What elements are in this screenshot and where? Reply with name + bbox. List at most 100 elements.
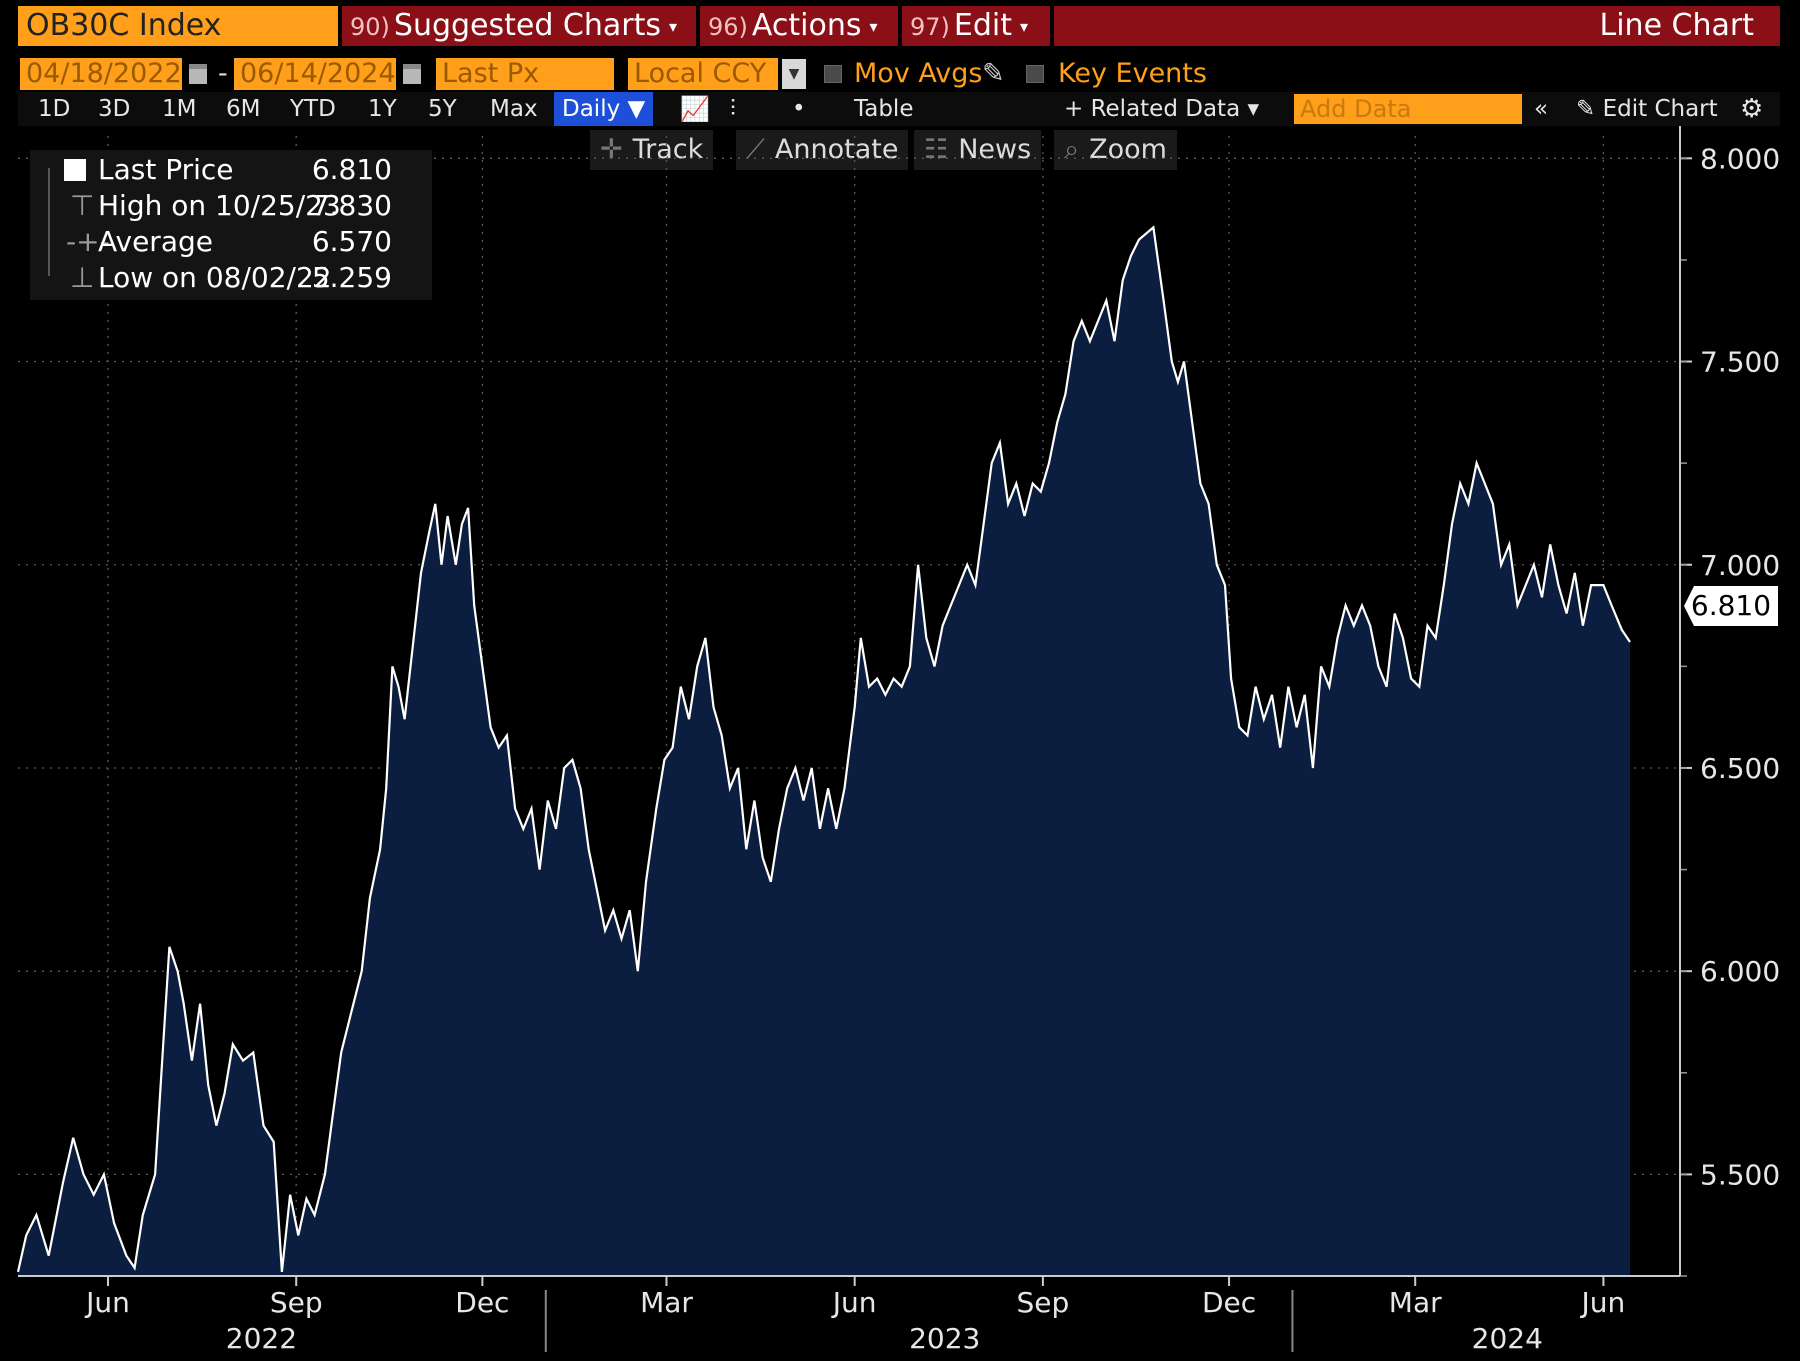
legend-high: ⊤ High on 10/25/23 7.830 (0, 189, 402, 223)
menu-label: Actions (751, 8, 862, 43)
key-events-label[interactable]: Key Events (1058, 58, 1207, 89)
chart-type-label: Line Chart (1599, 8, 1755, 43)
caret-down-icon: ▾ (669, 16, 678, 36)
x-tick-label: Dec (1202, 1286, 1256, 1319)
pencil-icon[interactable]: ✎ (982, 58, 1005, 89)
y-tick-label: 7.500 (1700, 346, 1780, 379)
actions-menu[interactable]: 96) Actions ▾ (708, 6, 878, 46)
white-swatch-icon (64, 159, 86, 181)
frequency-selector[interactable]: Daily ▼ (554, 92, 654, 126)
legend-value: 7.830 (311, 189, 392, 222)
legend-value: 6.810 (311, 153, 392, 186)
date-range-dash: - (218, 58, 228, 89)
period-1d[interactable]: 1D (38, 96, 71, 122)
mov-avgs-checkbox[interactable] (824, 65, 842, 83)
date-range-bar: 04/18/2022 - 06/14/2024 Last Px Local CC… (0, 58, 1800, 90)
end-date-field[interactable]: 06/14/2024 (234, 58, 396, 90)
period-3d[interactable]: 3D (98, 96, 131, 122)
x-tick-label: Mar (1389, 1286, 1442, 1319)
calendar-icon[interactable] (403, 64, 421, 84)
y-tick-label: 6.000 (1700, 955, 1780, 988)
y-tick-label: 8.000 (1700, 142, 1780, 175)
high-marker-icon: ⊤ (70, 189, 95, 222)
gear-icon[interactable]: ⚙ (1740, 94, 1764, 124)
period-ytd[interactable]: YTD (290, 96, 336, 122)
annotate-icon: ⟋ (746, 134, 765, 165)
track-label: Track (632, 134, 704, 165)
dot-menu-icon[interactable]: • (792, 96, 806, 122)
chart-axes: 5.500 6.000 6.500 7.000 7.500 8.000 Jun Sep Dec M… (18, 126, 1780, 1355)
annotate-button[interactable]: ⟋ Annotate (736, 130, 909, 170)
add-data-input[interactable]: Add Data (1294, 94, 1522, 124)
chevron-down-icon: ▼ (627, 96, 646, 122)
x-tick-label: Jun (831, 1286, 877, 1319)
y-tick-label: 5.500 (1700, 1158, 1780, 1191)
legend-value: 6.570 (311, 225, 392, 258)
collapse-icon[interactable]: « (1534, 96, 1549, 122)
annotate-label: Annotate (774, 134, 899, 165)
last-price-tag: 6.810 (1684, 586, 1778, 626)
x-tick-label: Sep (270, 1286, 323, 1319)
menu-number: 96) (708, 13, 748, 41)
x-tick-label: Jun (1580, 1286, 1626, 1319)
x-tick-label: Dec (455, 1286, 509, 1319)
x-tick-label: Jun (84, 1286, 130, 1319)
legend-label: High on 10/25/23 (98, 189, 341, 222)
mov-avgs-label[interactable]: Mov Avgs (854, 58, 983, 89)
edit-chart-button[interactable]: ✎ Edit Chart (1576, 92, 1718, 126)
legend-value: 5.259 (311, 261, 392, 294)
calendar-icon[interactable] (189, 64, 207, 84)
key-events-checkbox[interactable] (1026, 65, 1044, 83)
news-label: News (958, 134, 1032, 165)
menu-number: 97) (910, 13, 950, 41)
legend-label: Average (98, 225, 213, 258)
menu-separator (1050, 6, 1054, 46)
security-ticker-field[interactable]: OB30C Index (18, 6, 338, 46)
chevron-down-icon[interactable]: ▼ (782, 59, 806, 89)
currency-selector[interactable]: Local CCY (628, 58, 778, 90)
x-year-label: 2023 (909, 1322, 980, 1355)
pencil-icon: ✎ (1576, 96, 1596, 122)
caret-down-icon: ▾ (1247, 96, 1260, 122)
period-6m[interactable]: 6M (226, 96, 261, 122)
news-button[interactable]: ☷ News (914, 130, 1042, 170)
y-tick-label: 6.500 (1700, 752, 1780, 785)
price-line (16, 225, 1631, 1273)
menu-separator (898, 6, 902, 46)
zoom-icon: ⌕ (1064, 134, 1080, 165)
edit-menu[interactable]: 97) Edit ▾ (910, 6, 1028, 46)
track-button[interactable]: ✛ Track (590, 130, 714, 170)
news-icon: ☷ (924, 134, 949, 165)
period-max[interactable]: Max (490, 96, 538, 122)
menu-separator (338, 6, 342, 46)
caret-down-icon: ▾ (869, 16, 878, 36)
table-button[interactable]: Table (854, 96, 914, 122)
field-selector[interactable]: Last Px (436, 58, 614, 90)
zoom-button[interactable]: ⌕ Zoom (1054, 130, 1177, 170)
average-marker-icon: -+- (66, 225, 110, 258)
price-area-fill (18, 227, 1630, 1276)
x-tick-label: Mar (640, 1286, 693, 1319)
frequency-label: Daily (562, 96, 621, 122)
legend-tree-line (48, 168, 50, 276)
related-data-label: + Related Data (1064, 96, 1241, 122)
bar-style-icon[interactable]: ⫶ (730, 96, 736, 122)
menu-label: Edit (953, 8, 1013, 43)
crosshair-icon: ✛ (600, 134, 623, 165)
start-date-field[interactable]: 04/18/2022 (20, 58, 182, 90)
line-chart-icon[interactable]: 📈 (680, 95, 710, 123)
legend-average: -+- Average 6.570 (0, 225, 402, 259)
low-marker-icon: ⊥ (70, 261, 95, 294)
y-tick-label: 7.000 (1700, 549, 1780, 582)
period-1m[interactable]: 1M (162, 96, 197, 122)
edit-chart-label: Edit Chart (1602, 96, 1718, 122)
suggested-charts-menu[interactable]: 90) Suggested Charts ▾ (350, 6, 677, 46)
menu-separator (696, 6, 700, 46)
period-5y[interactable]: 5Y (428, 96, 457, 122)
legend-low: ⊥ Low on 08/02/22 5.259 (0, 261, 402, 295)
menu-label: Suggested Charts (393, 8, 662, 43)
period-1y[interactable]: 1Y (368, 96, 397, 122)
legend-label: Low on 08/02/22 (98, 261, 332, 294)
related-data-menu[interactable]: + Related Data ▾ (1064, 92, 1259, 126)
